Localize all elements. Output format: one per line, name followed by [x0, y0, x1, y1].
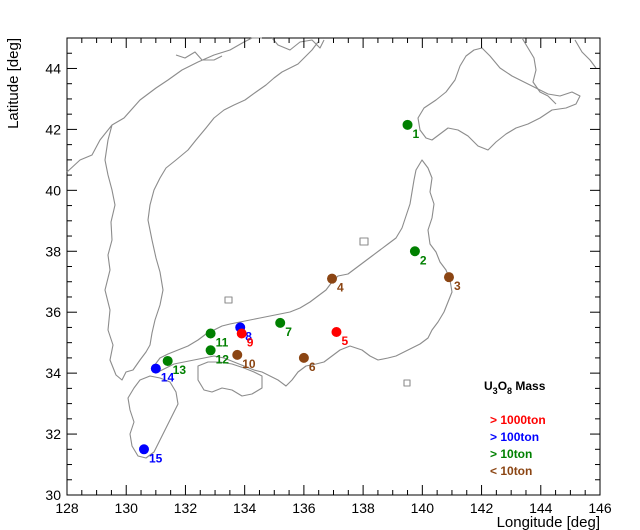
site-marker-2	[409, 246, 420, 257]
site-marker-3	[443, 272, 454, 283]
coastline-north	[521, 37, 597, 105]
x-tick-label: 136	[292, 500, 316, 516]
site-marker-6	[298, 352, 309, 363]
x-tick-label: 146	[588, 500, 612, 516]
site-label-10: 10	[242, 357, 256, 371]
site-label-14: 14	[161, 371, 175, 385]
site-label-15: 15	[149, 451, 163, 465]
coastline-hokkaido	[417, 47, 581, 151]
x-axis-title: Longitude [deg]	[497, 514, 600, 530]
site-marker-4	[327, 273, 338, 284]
site-marker-12	[205, 345, 216, 356]
legend-entry-1: > 100ton	[490, 430, 539, 444]
y-tick-label: 40	[45, 182, 61, 198]
x-tick-label: 130	[115, 500, 139, 516]
site-marker-15	[138, 444, 149, 455]
x-tick-label: 138	[351, 500, 375, 516]
coastline-layer	[66, 37, 597, 459]
site-label-6: 6	[309, 360, 316, 374]
x-tick-label: 140	[411, 500, 435, 516]
y-tick-label: 36	[45, 304, 61, 320]
site-label-9: 9	[247, 336, 254, 350]
y-tick-label: 38	[45, 243, 61, 259]
site-marker-10	[232, 349, 243, 360]
y-axis-title: Latitude [deg]	[5, 38, 22, 129]
legend-title-part: Mass	[512, 379, 546, 393]
site-label-7: 7	[285, 325, 292, 339]
legend-title-part: 8	[507, 386, 512, 396]
site-marker-14	[150, 363, 161, 374]
legend-title-part: 3	[493, 386, 498, 396]
site-label-1: 1	[413, 127, 420, 141]
coastline-honshu	[153, 159, 453, 387]
y-tick-label: 30	[45, 487, 61, 503]
x-tick-label: 134	[233, 500, 257, 516]
site-marker-9	[236, 328, 247, 339]
x-tick-label: 128	[55, 500, 79, 516]
y-tick-label: 42	[45, 121, 61, 137]
coastline-kyushu	[127, 375, 179, 459]
site-marker-11	[205, 328, 216, 339]
site-label-5: 5	[341, 334, 348, 348]
x-tick-label: 132	[174, 500, 198, 516]
site-marker-7	[275, 317, 286, 328]
legend-title-part: U	[484, 379, 493, 393]
legend-entry-0: > 1000ton	[490, 413, 546, 427]
y-tick-label: 32	[45, 426, 61, 442]
coastline-mainland	[66, 37, 325, 381]
site-label-3: 3	[454, 279, 461, 293]
site-label-12: 12	[216, 352, 230, 366]
site-label-11: 11	[216, 336, 229, 350]
site-label-8: 8	[245, 329, 252, 343]
site-marker-13	[162, 355, 173, 366]
legend-entry-2: > 10ton	[490, 447, 532, 461]
y-tick-label: 44	[45, 60, 61, 76]
legend-title-part: O	[498, 379, 507, 393]
site-label-4: 4	[337, 281, 344, 295]
coastline-shikoku	[197, 361, 263, 397]
coastline-islands	[224, 237, 411, 387]
site-marker-1	[402, 119, 413, 130]
site-label-13: 13	[173, 363, 187, 377]
y-tick-label: 34	[45, 365, 61, 381]
site-marker-5	[331, 327, 342, 338]
site-label-2: 2	[420, 253, 427, 267]
legend-title: U3O8 Mass	[484, 379, 546, 396]
x-tick-label: 142	[470, 500, 494, 516]
legend: U3O8 Mass > 1000ton > 100ton > 10ton < 10ton	[484, 379, 546, 478]
axes: 128 130 132 134 136 138 140 142 144 1463032343638…	[5, 37, 612, 530]
legend-entry-3: < 10ton	[490, 464, 532, 478]
x-tick-label: 144	[529, 500, 553, 516]
